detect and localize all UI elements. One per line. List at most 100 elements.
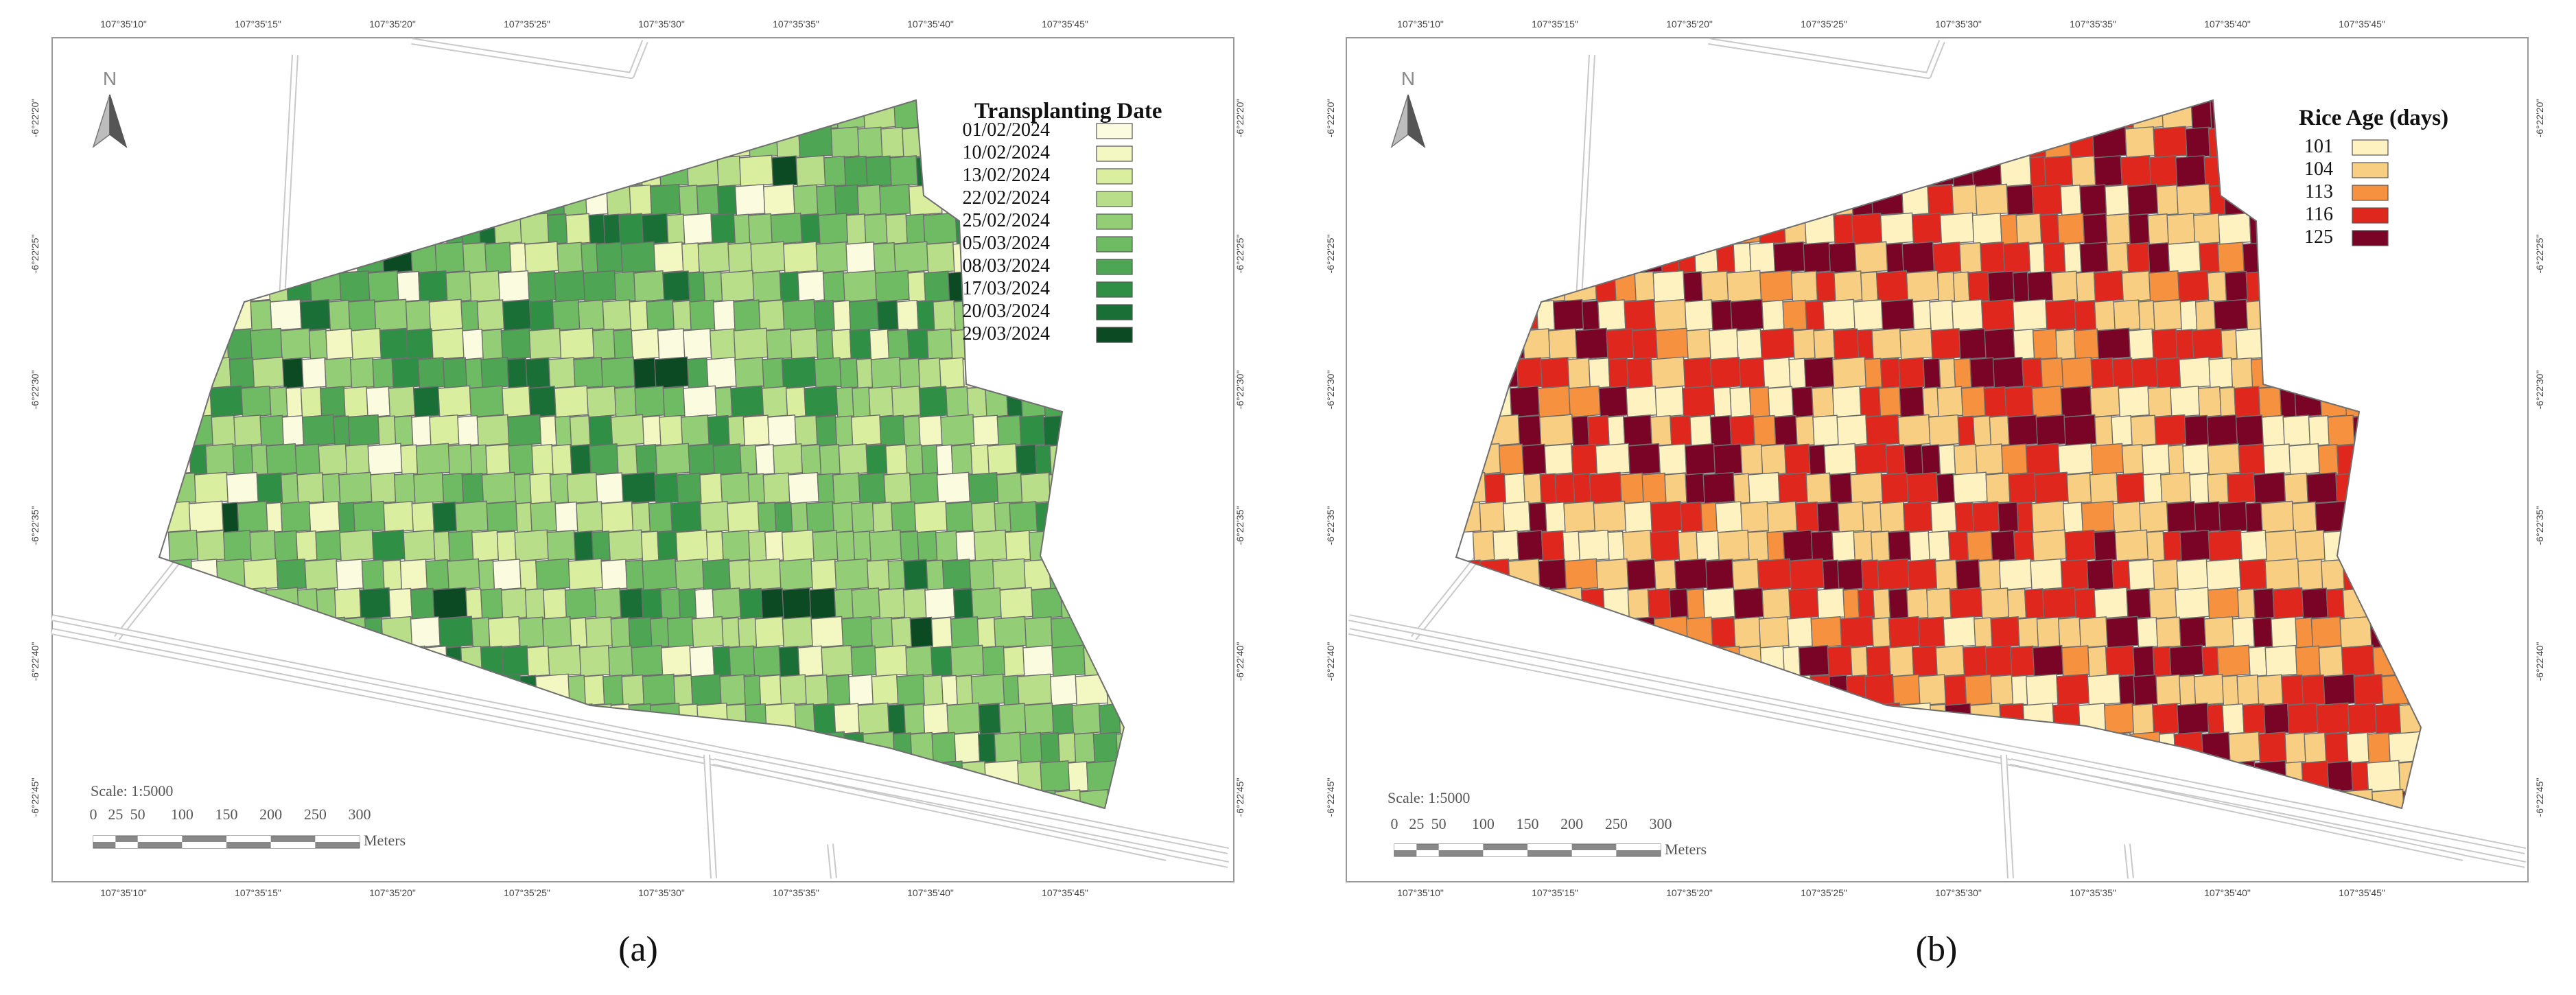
parcel [484, 242, 512, 274]
parcel [1571, 415, 1590, 447]
parcel [576, 501, 604, 533]
parcel [918, 414, 943, 447]
parcel [548, 357, 576, 389]
parcel [2306, 471, 2338, 504]
parcel [950, 644, 985, 677]
parcel [2105, 213, 2131, 245]
parcel [783, 241, 819, 274]
parcel [1906, 270, 1940, 303]
parcel [1815, 271, 1836, 303]
parcel [782, 298, 817, 331]
parcel [2213, 298, 2249, 331]
parcel [834, 558, 869, 591]
parcel [631, 644, 664, 677]
parcel [922, 703, 949, 735]
parcel [2111, 414, 2133, 447]
parcel [1906, 587, 1929, 620]
parcel [806, 501, 835, 533]
parcel [296, 472, 325, 504]
parcel [1680, 501, 1703, 533]
parcel [2148, 587, 2177, 620]
parcel [567, 558, 603, 591]
parcel [994, 616, 1027, 648]
parcel [1840, 616, 1874, 648]
parcel [445, 270, 472, 303]
parcel [2006, 184, 2035, 216]
parcel [2230, 357, 2253, 389]
parcel [2166, 213, 2196, 245]
parcel [1619, 472, 1644, 504]
parcel [581, 242, 598, 274]
parcel [322, 473, 341, 504]
parcel [1782, 299, 1807, 331]
parcel [2032, 644, 2064, 677]
parcel [1761, 587, 1791, 620]
scale-unit: Meters [1665, 841, 1707, 858]
parcel [2217, 242, 2245, 274]
parcel [843, 270, 878, 303]
parcel [564, 587, 597, 620]
legend-label: 113 [2305, 181, 2333, 202]
parcel [333, 587, 362, 620]
legend-label: 20/03/2024 [962, 301, 1050, 322]
legend-label: 104 [2304, 159, 2333, 180]
parcel [1650, 500, 1683, 533]
parcel [817, 473, 835, 504]
parcel [883, 472, 912, 504]
parcel [2341, 644, 2375, 677]
parcel [815, 329, 834, 360]
parcel [1947, 530, 1969, 562]
parcel [543, 587, 567, 620]
parcel [1957, 415, 1976, 447]
parcel [2339, 616, 2372, 648]
parcel [2176, 558, 2209, 591]
parcel [640, 530, 659, 562]
parcel [610, 414, 645, 447]
north-arrow: N [92, 68, 128, 149]
longitude-label: 107°35'25" [1801, 887, 1847, 898]
parcel [1568, 385, 1601, 418]
parcel [1842, 588, 1860, 620]
parcel [2096, 327, 2131, 360]
parcel [856, 184, 882, 216]
parcel [1516, 357, 1543, 389]
parcel [1733, 616, 1761, 648]
parcel [480, 357, 509, 389]
parcel [2128, 328, 2154, 360]
parcel [1658, 443, 1687, 476]
parcel [1978, 559, 2002, 591]
parcel [1783, 443, 1811, 476]
parcel [549, 473, 570, 504]
parcel [834, 415, 854, 447]
scale-tick-label: 150 [215, 806, 238, 823]
parcel [1849, 471, 1884, 504]
longitude-label: 107°35'30" [638, 887, 685, 898]
parcel [2127, 183, 2159, 216]
parcel [2316, 702, 2350, 735]
parcel [653, 241, 684, 274]
parcel [1953, 443, 1978, 476]
parcel [2105, 616, 2140, 648]
parcel [613, 329, 633, 360]
parcel [1936, 271, 1956, 303]
parcel [1562, 530, 1581, 562]
parcel [1823, 443, 1857, 476]
parcel [403, 529, 436, 562]
parcel [2039, 213, 2060, 245]
parcel [858, 472, 886, 504]
parcel [285, 386, 303, 418]
longitude-label: 107°35'30" [1935, 887, 1982, 898]
parcel [2094, 155, 2123, 187]
latitude-labels-left: -6°22'20" -6°22'25" -6°22'30" -6°22'35" -6°2… [30, 99, 40, 817]
parcel [492, 559, 522, 591]
legend-swatch [1096, 145, 1133, 162]
parcel [1816, 587, 1845, 620]
parcel [1822, 559, 1840, 591]
parcel [1803, 242, 1831, 274]
parcel [410, 616, 441, 648]
parcel [372, 357, 395, 389]
parcel [690, 673, 722, 706]
parcel [508, 443, 534, 476]
parcel [1872, 588, 1891, 620]
